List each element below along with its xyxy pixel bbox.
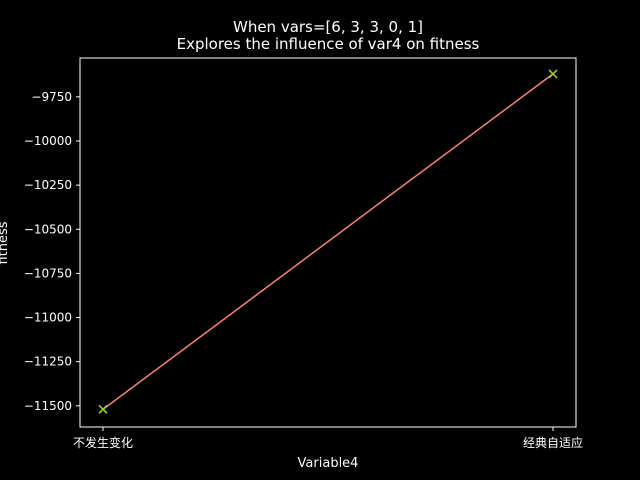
x-axis-ticks: 不发生变化 经典自适应 [73,427,583,450]
series-line [102,73,554,410]
plot-area [79,57,577,428]
chart-subtitle: Explores the influence of var4 on fitnes… [177,35,480,53]
y-tick-label: −10750 [24,266,72,280]
y-axis-ticks: −11500 −11250 −11000 −10750 −10500 −10250 −100… [24,90,80,413]
series-lines [102,73,554,410]
y-tick-label: −10500 [24,222,72,236]
x-tick-label: 不发生变化 [73,435,133,450]
x-tick-label: 经典自适应 [523,435,583,450]
x-axis-label: Variable4 [298,456,359,471]
y-tick-label: −10000 [24,134,72,148]
y-tick-label: −10250 [24,178,72,192]
y-tick-label: −11250 [24,355,72,369]
y-tick-label: −11500 [24,399,72,413]
y-tick-label: −11000 [24,311,72,325]
y-axis-label: fitness [0,221,11,264]
y-tick-label: −9750 [31,90,72,104]
data-point-marker [98,404,108,414]
chart-title: When vars=[6, 3, 3, 0, 1] [233,18,423,36]
series-markers [98,69,558,414]
data-point-marker [548,69,558,79]
